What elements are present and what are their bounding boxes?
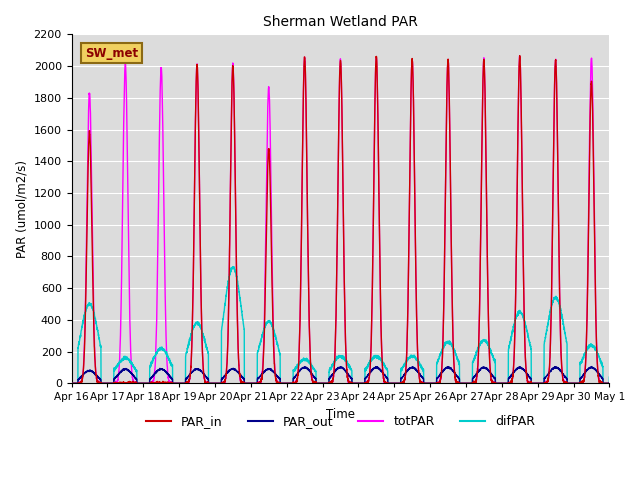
Y-axis label: PAR (umol/m2/s): PAR (umol/m2/s)	[15, 160, 28, 258]
Text: SW_met: SW_met	[85, 47, 138, 60]
X-axis label: Time: Time	[326, 408, 355, 421]
Title: Sherman Wetland PAR: Sherman Wetland PAR	[263, 15, 418, 29]
Legend: PAR_in, PAR_out, totPAR, difPAR: PAR_in, PAR_out, totPAR, difPAR	[141, 410, 540, 433]
